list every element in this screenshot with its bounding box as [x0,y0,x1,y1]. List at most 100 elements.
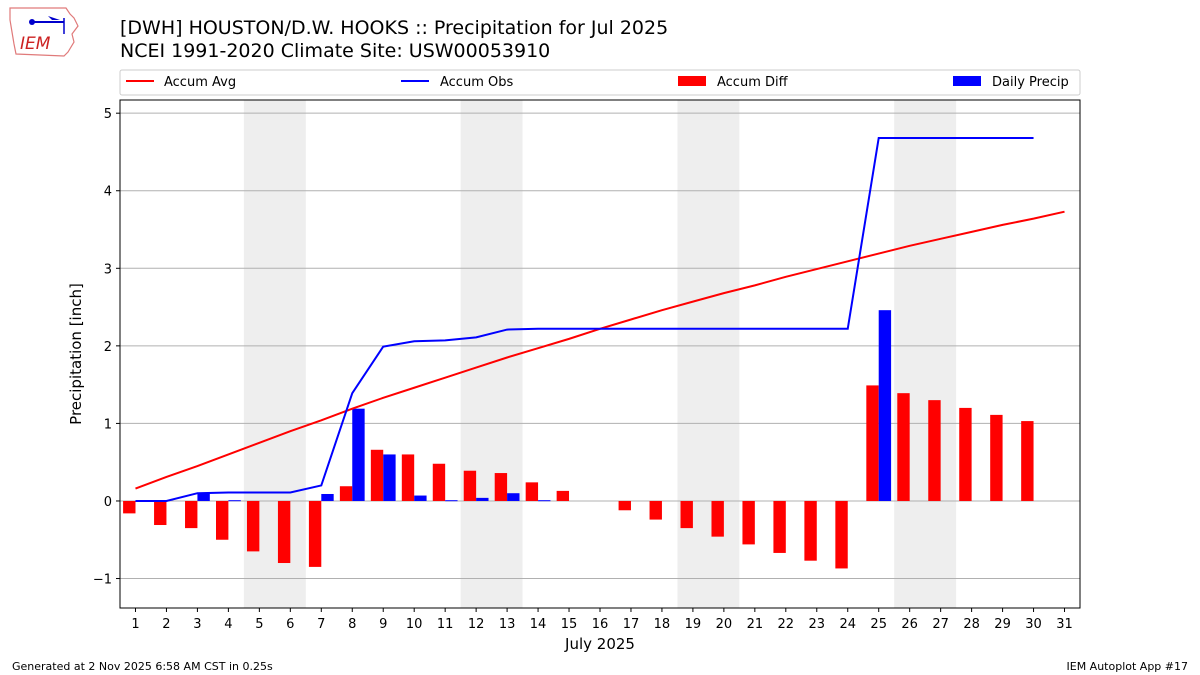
daily-precip-bar [383,454,396,501]
x-tick-label: 10 [406,617,423,632]
daily-precip-bar [228,500,241,502]
x-tick-label: 23 [809,617,826,632]
y-tick-label: 0 [104,495,112,510]
x-tick-label: 30 [1025,617,1042,632]
x-tick-label: 3 [193,617,201,632]
x-tick-label: 11 [437,617,454,632]
x-tick-label: 2 [162,617,170,632]
accum-diff-bar [494,473,508,501]
x-tick-label: 22 [778,617,795,632]
x-tick-label: 28 [963,617,980,632]
chart-title: [DWH] HOUSTON/D.W. HOOKS :: Precipitatio… [120,17,669,39]
accum-diff-bar [711,500,724,537]
x-tick-label: 1 [131,617,139,632]
daily-precip-bar [476,497,489,501]
x-tick-label: 31 [1056,617,1073,632]
accum-diff-bar [773,500,786,553]
grid-lines [120,112,1080,580]
accum-diff-bar [308,500,322,567]
chart-subtitle: NCEI 1991-2020 Climate Site: USW00053910 [120,40,551,62]
x-tick-label: 12 [468,617,485,632]
x-tick-label: 17 [623,617,640,632]
daily-precip-bar [197,493,210,501]
accum-obs-line [135,137,1034,502]
accum-diff-bar [680,500,693,529]
accum-diff-bar [742,500,755,545]
legend-label-diff: Accum Diff [717,75,789,90]
accum-diff-bar [277,500,291,564]
x-tick-label: 13 [499,617,516,632]
accum-diff-bar [928,400,941,501]
accum-diff-bar [649,500,662,520]
accum-diff-bar [866,385,879,501]
accum-diff-bar [463,470,477,501]
x-tick-label: 6 [286,617,294,632]
x-tick-label: 18 [654,617,671,632]
x-tick-label: 16 [592,617,609,632]
accum-diff-bar [556,490,570,501]
x-axis-label: July 2025 [564,635,635,653]
weekend-band [460,100,523,608]
app-label: IEM Autoplot App #17 [1066,660,1189,673]
x-tick-label: 14 [530,617,547,632]
y-tick-label: 4 [104,185,112,200]
iem-logo: IEM [8,4,80,62]
accum-diff-bar [370,449,384,501]
accum-diff-bar [525,482,539,501]
svg-text:IEM: IEM [20,34,51,54]
accum-diff-bar [804,500,817,561]
weekend-shading [243,100,957,608]
legend: Accum Avg Accum Obs Accum Diff Daily Pre… [119,69,1081,96]
generated-timestamp: Generated at 2 Nov 2025 6:58 AM CST in 0… [12,660,273,673]
x-tick-label: 7 [317,617,325,632]
accum-diff-bar [897,393,910,501]
accum-diff-bar [1021,421,1034,501]
accum-diff-bar [185,500,198,529]
accum-diff-bar [246,500,260,552]
accum-diff-bar [401,454,415,501]
x-tick-label: 27 [932,617,949,632]
y-tick-label: 5 [104,107,112,122]
accum-diff-bar [216,500,229,540]
accum-diff-bar [835,500,848,569]
daily-precip-bar [538,500,551,502]
y-axis-label: Precipitation [inch] [67,283,85,425]
accum-diff-bar [959,407,972,501]
daily-precip-bar [878,310,892,501]
accum-diff-bar [618,500,631,511]
daily-precip-bar [321,493,334,501]
x-tick-label: 19 [685,617,702,632]
accum-diff-bar [432,463,446,501]
accum-diff-bar [990,414,1003,501]
weekend-band [677,100,740,608]
daily-precip-bar [445,500,458,502]
bars [123,310,1034,569]
x-tick-label: 20 [716,617,733,632]
y-tick-label: 3 [104,262,112,277]
daily-precip-bar [414,495,427,501]
legend-label-obs: Accum Obs [440,75,513,90]
x-tick-label: 21 [747,617,764,632]
accum-diff-bar [339,486,353,501]
x-tick-label: 26 [901,617,918,632]
accum-diff-bar [123,500,136,514]
daily-precip-bar [352,408,365,501]
legend-label-daily: Daily Precip [992,75,1069,90]
daily-precip-bar [507,493,520,501]
x-tick-label: 24 [839,617,856,632]
legend-label-avg: Accum Avg [164,75,236,90]
legend-swatch-diff [678,76,706,86]
x-tick-label: 29 [994,617,1011,632]
legend-swatch-daily [953,76,981,86]
x-tick-label: 9 [379,617,387,632]
x-tick-label: 4 [224,617,232,632]
y-tick-label: 1 [104,417,112,432]
x-tick-label: 5 [255,617,263,632]
x-tick-label: 25 [870,617,887,632]
weekend-band [894,100,957,608]
accum-diff-bar [154,500,167,526]
x-tick-label: 15 [561,617,578,632]
y-tick-label: −1 [93,573,112,588]
